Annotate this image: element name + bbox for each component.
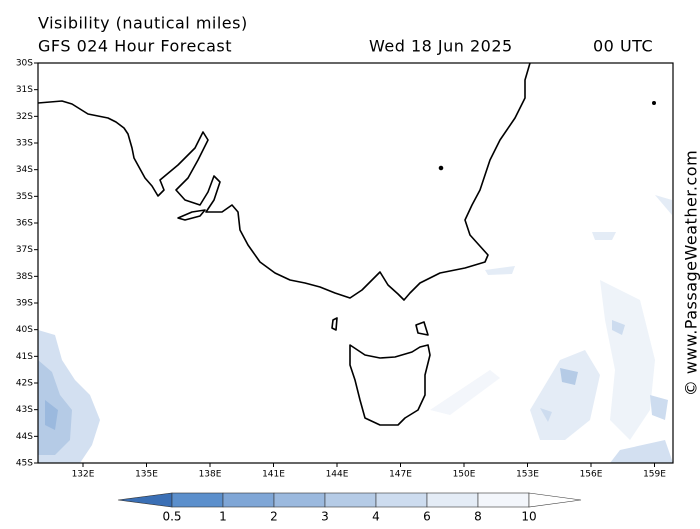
lon-label: 138E bbox=[199, 470, 222, 480]
lat-label: 41S bbox=[16, 352, 33, 362]
colorbar: 0.5 1 2 3 4 6 8 10 bbox=[118, 493, 581, 524]
lon-label: 150E bbox=[453, 470, 476, 480]
lat-label: 39S bbox=[16, 299, 33, 309]
colorbar-segment bbox=[478, 493, 529, 507]
lat-label: 37S bbox=[16, 245, 33, 255]
colorbar-segment bbox=[427, 493, 478, 507]
lat-label: 45S bbox=[16, 459, 33, 469]
credit: © www.PassageWeather.com bbox=[682, 150, 700, 396]
colorbar-segment bbox=[325, 493, 376, 507]
colorbar-segment bbox=[376, 493, 427, 507]
subtitle: GFS 024 Hour Forecast bbox=[38, 37, 232, 56]
lat-label: 38S bbox=[16, 272, 33, 282]
colorbar-label: 3 bbox=[321, 510, 329, 524]
colorbar-label: 1 bbox=[219, 510, 227, 524]
lat-label: 36S bbox=[16, 219, 33, 229]
lon-label: 156E bbox=[580, 470, 603, 480]
lat-label: 34S bbox=[16, 165, 33, 175]
visibility-field bbox=[38, 195, 673, 463]
lat-label: 35S bbox=[16, 192, 33, 202]
colorbar-label: 10 bbox=[521, 510, 536, 524]
colorbar-label: 2 bbox=[270, 510, 278, 524]
lat-label: 30S bbox=[16, 59, 33, 69]
lon-labels: 132E 135E 138E 141E 144E 147E 150E 153E 156E 159E bbox=[72, 463, 667, 480]
colorbar-label: 8 bbox=[474, 510, 482, 524]
lon-label: 153E bbox=[516, 470, 539, 480]
lon-label: 144E bbox=[326, 470, 349, 480]
date: Wed 18 Jun 2025 bbox=[369, 37, 513, 56]
lat-labels: 30S 31S 32S 33S 34S 35S 36S 37S 38S 39S 40S 41S 42S 4… bbox=[16, 59, 38, 469]
lat-label: 40S bbox=[16, 325, 33, 335]
colorbar-segment bbox=[223, 493, 274, 507]
colorbar-segment bbox=[172, 493, 223, 507]
lat-label: 42S bbox=[16, 379, 33, 389]
colorbar-segment bbox=[529, 493, 581, 507]
lat-label: 43S bbox=[16, 405, 33, 415]
lon-label: 147E bbox=[389, 470, 412, 480]
colorbar-segment bbox=[274, 493, 325, 507]
colorbar-label: 0.5 bbox=[162, 510, 181, 524]
lon-label: 135E bbox=[135, 470, 158, 480]
title: Visibility (nautical miles) bbox=[38, 14, 248, 33]
lon-label: 159E bbox=[643, 470, 666, 480]
colorbar-label: 6 bbox=[423, 510, 431, 524]
colorbar-segment bbox=[118, 493, 172, 507]
lat-label: 32S bbox=[16, 112, 33, 122]
time: 00 UTC bbox=[593, 37, 653, 56]
lat-label: 44S bbox=[16, 432, 33, 442]
colorbar-label: 4 bbox=[372, 510, 380, 524]
lat-label: 31S bbox=[16, 85, 33, 95]
lon-label: 132E bbox=[72, 470, 95, 480]
lat-label: 33S bbox=[16, 139, 33, 149]
lon-label: 141E bbox=[262, 470, 285, 480]
